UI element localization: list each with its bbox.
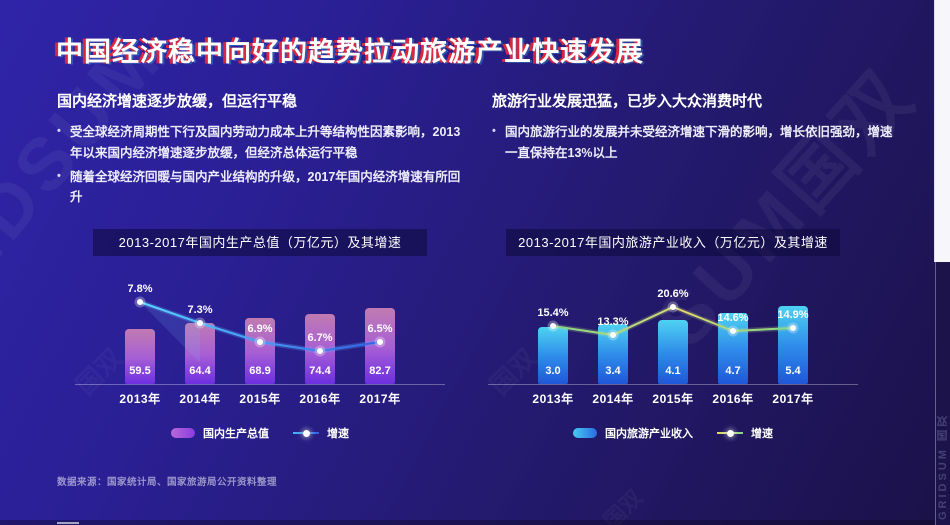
line-dot [377, 339, 383, 345]
bar-slot: 4.7 [703, 268, 763, 384]
axis-year-label: 2014年 [592, 392, 634, 406]
tourism-line-legend-label: 增速 [751, 428, 773, 440]
axis-year-label: 2016年 [299, 392, 341, 406]
bar-2013年: 3.0 [538, 327, 568, 384]
watermark-fragment: 国双 [595, 481, 649, 525]
tourism-bar-legend-swatch [573, 428, 597, 438]
growth-rate-label: 6.7% [307, 332, 332, 344]
bar-value-label: 4.7 [725, 365, 741, 377]
bullet-list-economy: 受全球经济周期性下行及国内劳动力成本上升等结构性因素影响，2013年以来国内经济… [57, 122, 465, 208]
line-dot [137, 299, 143, 305]
bar-value-label: 64.4 [189, 365, 211, 377]
axis-year-label: 2015年 [652, 392, 694, 406]
line-dot [610, 332, 616, 338]
growth-rate-label: 6.9% [247, 323, 272, 335]
slide-title: 中国经济稳中向好的趋势拉动旅游产业快速发展 [56, 37, 644, 67]
brand-watermark-vertical: GRIDSUM 国双 [937, 413, 949, 520]
bar-2015年: 4.1 [658, 320, 688, 384]
page-edge-bottom: GRIDSUM 国双 [935, 262, 950, 525]
gdp-bar-legend-label: 国内生产总值 [203, 428, 269, 440]
line-dot [317, 348, 323, 354]
bar-2015年: 68.9 [245, 318, 275, 384]
line-dot [257, 339, 263, 345]
gdp-bar-legend-swatch [171, 428, 195, 438]
line-dot [670, 304, 676, 310]
section-heading-tourism: 旅游行业发展迅猛，已步入大众消费时代 [492, 93, 763, 110]
bar-slot: 59.5 [110, 268, 170, 384]
gdp-line-legend-marker [293, 429, 319, 437]
bar-slot: 3.0 [523, 268, 583, 384]
bar-slot: 82.7 [350, 268, 410, 384]
bullet-list-tourism: 国内旅游行业的发展并未受经济增速下滑的影响，增长依旧强劲，增速一直保持在13%以… [492, 122, 898, 164]
tourism-line-legend-marker [717, 429, 743, 437]
bar-2013年: 59.5 [125, 329, 155, 384]
tourism-chart-plot: 3.0 3.4 4.1 4.7 5.4 15.4% 13.3% 20.6% 14.6% 14.9% [523, 268, 823, 384]
bar-value-label: 3.4 [605, 365, 621, 377]
growth-rate-label: 14.9% [777, 309, 808, 321]
axis-year-label: 2017年 [772, 392, 814, 406]
line-dot [197, 320, 203, 326]
growth-rate-label: 13.3% [597, 316, 628, 328]
gdp-chart-plot: 59.5 64.4 68.9 74.4 82.7 7.8% 7.3% 6.9% 6.7% 6.5% [110, 268, 410, 384]
section-tourism-industry: 旅游行业发展迅猛，已步入大众消费时代 国内旅游行业的发展并未受经济增速下滑的影响… [492, 90, 898, 167]
growth-rate-label: 7.8% [127, 283, 152, 295]
axis-year-label: 2014年 [179, 392, 221, 406]
tourism-chart-panel: 2013-2017年国内旅游产业收入（万亿元）及其增速 3.0 3.4 4.1 4.7… [488, 229, 858, 441]
bar-value-label: 68.9 [249, 365, 271, 377]
line-dot [790, 325, 796, 331]
growth-rate-label: 6.5% [367, 323, 392, 335]
bar-2017年: 5.4 [778, 306, 808, 384]
bottom-edge-dash [57, 522, 79, 524]
growth-rate-label: 7.3% [187, 304, 212, 316]
bar-value-label: 82.7 [369, 365, 391, 377]
bullet-item: 随着全球经济回暖与国内产业结构的升级，2017年国内经济增速有所回升 [57, 167, 465, 209]
gdp-x-axis-line [75, 384, 445, 385]
bullet-item: 国内旅游行业的发展并未受经济增速下滑的影响，增长依旧强劲，增速一直保持在13%以… [492, 122, 898, 164]
line-dot [730, 328, 736, 334]
growth-line-chart: 15.4% 13.3% 20.6% 14.6% 14.9% [537, 288, 809, 341]
bar-slot: 64.4 [170, 268, 230, 384]
tourism-chart-title: 2013-2017年国内旅游产业收入（万亿元）及其增速 [506, 229, 840, 256]
axis-year-label: 2016年 [712, 392, 754, 406]
section-heading-economy: 国内经济增速逐步放缓，但运行平稳 [57, 93, 298, 110]
section-domestic-economy: 国内经济增速逐步放缓，但运行平稳 受全球经济周期性下行及国内劳动力成本上升等结构… [57, 90, 465, 211]
bar-slot: 68.9 [230, 268, 290, 384]
tourism-legend: 国内旅游产业收入 增速 [488, 425, 858, 441]
gdp-legend: 国内生产总值 增速 [75, 425, 445, 441]
growth-rate-label: 14.6% [717, 312, 748, 324]
gdp-line-legend-label: 增速 [327, 428, 349, 440]
bar-slot: 5.4 [763, 268, 823, 384]
bar-slot: 4.1 [643, 268, 703, 384]
bar-value-label: 74.4 [309, 365, 331, 377]
growth-rate-label: 20.6% [657, 288, 688, 300]
bar-2016年: 4.7 [718, 313, 748, 384]
bar-value-label: 3.0 [545, 365, 561, 377]
page-edge-top [934, 0, 950, 262]
bar-value-label: 5.4 [785, 365, 801, 377]
bar-value-label: 4.1 [665, 365, 681, 377]
tourism-bar-legend-label: 国内旅游产业收入 [605, 428, 693, 440]
axis-year-label: 2013年 [532, 392, 574, 406]
bullet-item: 受全球经济周期性下行及国内劳动力成本上升等结构性因素影响，2013年以来国内经济… [57, 122, 465, 164]
bar-value-label: 59.5 [129, 365, 151, 377]
line-dot [550, 323, 556, 329]
data-source-note: 数据来源：国家统计局、国家旅游局公开资料整理 [57, 477, 278, 488]
tourism-x-axis-line [488, 384, 858, 385]
bar-2014年: 64.4 [185, 323, 215, 384]
growth-rate-label: 15.4% [537, 307, 568, 319]
axis-year-label: 2015年 [239, 392, 281, 406]
gdp-chart-title: 2013-2017年国内生产总值（万亿元）及其增速 [93, 229, 427, 256]
bottom-border [0, 520, 935, 525]
axis-year-label: 2017年 [359, 392, 401, 406]
gdp-x-axis-labels: 2013年 2014年 2015年 2016年 2017年 [110, 390, 410, 407]
bar-2017年: 82.7 [365, 308, 395, 384]
gdp-chart-panel: 2013-2017年国内生产总值（万亿元）及其增速 59.5 64.4 68.9 74… [75, 229, 445, 441]
growth-line-chart: 7.8% 7.3% 6.9% 6.7% 6.5% [127, 283, 393, 363]
tourism-x-axis-labels: 2013年 2014年 2015年 2016年 2017年 [523, 390, 823, 407]
axis-year-label: 2013年 [119, 392, 161, 406]
